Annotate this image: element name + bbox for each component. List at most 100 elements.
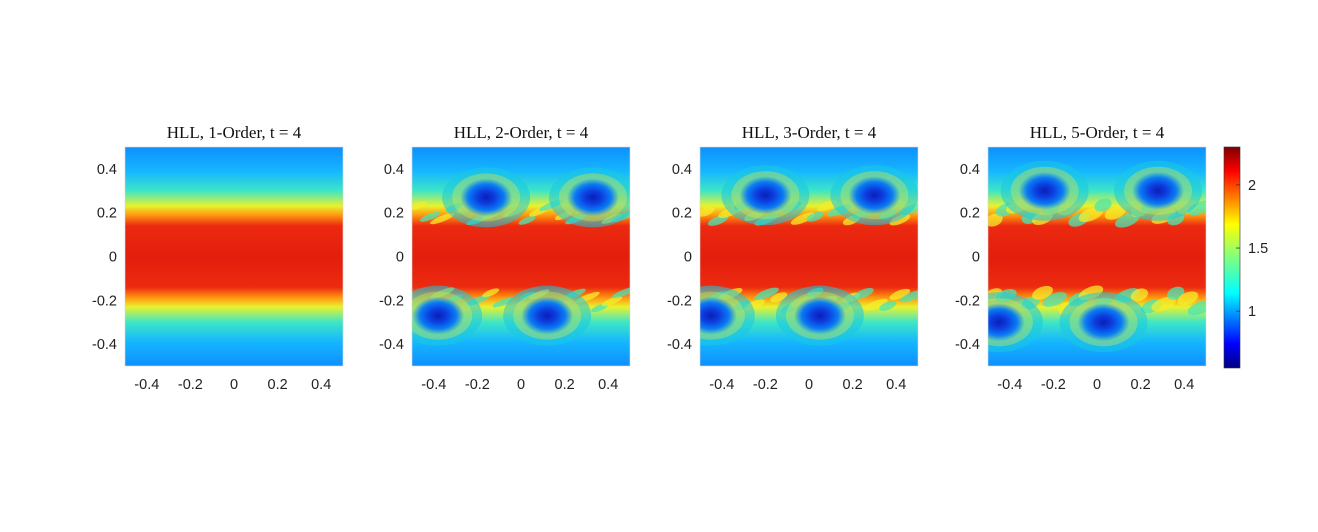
mixing-filament xyxy=(853,288,874,300)
x-tick-label: -0.2 xyxy=(753,377,778,393)
x-tick-label: -0.4 xyxy=(997,377,1022,393)
colorbar-scale xyxy=(1223,146,1241,369)
plot-frame xyxy=(411,146,631,367)
x-tick-label: -0.4 xyxy=(421,377,446,393)
vortex-core xyxy=(412,296,465,335)
mixing-filament xyxy=(899,290,918,303)
density-field xyxy=(125,147,343,366)
x-tick-label: 0.2 xyxy=(1131,377,1151,393)
x-tick-label: 0.2 xyxy=(555,377,575,393)
x-tick-label: 0.4 xyxy=(1174,377,1194,393)
heatmap-area xyxy=(412,147,630,366)
mixing-filament xyxy=(1078,207,1104,222)
y-tick-label: -0.2 xyxy=(955,293,980,309)
vortex-core xyxy=(460,178,513,217)
mixing-filament xyxy=(1177,291,1199,306)
mixing-filament xyxy=(889,288,911,300)
vortex-core xyxy=(1077,303,1130,342)
plot-frame xyxy=(699,146,919,367)
mixing-filament xyxy=(1032,285,1053,300)
y-tick-label: -0.2 xyxy=(379,293,404,309)
mixing-filament xyxy=(770,292,788,303)
vortex-core xyxy=(739,176,792,215)
y-tick-label: 0.4 xyxy=(384,162,404,178)
colorbar-tick-label: 1 xyxy=(1248,304,1256,320)
vortex-core xyxy=(848,176,901,215)
y-tick-label: 0 xyxy=(972,250,980,266)
panel-title: HLL, 5-Order, t = 4 xyxy=(1030,123,1165,142)
x-tick-label: -0.4 xyxy=(134,377,159,393)
mixing-filament xyxy=(1115,212,1140,228)
panels: HLL, 1-Order, t = 4 -0.4 -0.2 0 0.2 0.4 0.4 0.2… xyxy=(92,123,1207,393)
x-tick-label: 0 xyxy=(517,377,525,393)
plot-frame xyxy=(124,146,344,367)
heatmap-area xyxy=(988,147,1206,366)
y-tick-label: 0 xyxy=(396,250,404,266)
vortex-core xyxy=(566,178,619,217)
vortex-core xyxy=(1018,171,1071,210)
x-tick-label: -0.2 xyxy=(1041,377,1066,393)
panel-3: HLL, 3-Order, t = 4 -0.4 -0.2 0 0.2 0.4 0.4 0.2… xyxy=(667,123,919,393)
mixing-filament xyxy=(1187,300,1206,316)
y-tick-label: 0.2 xyxy=(384,206,404,222)
y-tick-label: 0.4 xyxy=(97,162,117,178)
mixing-filament xyxy=(1094,198,1112,212)
x-tick-label: 0.2 xyxy=(268,377,288,393)
mixing-filament xyxy=(863,298,888,311)
panel-4: HLL, 5-Order, t = 4 -0.4 -0.2 0 0.2 0.4 0.4 0.2… xyxy=(955,123,1207,393)
x-tick-label: 0 xyxy=(230,377,238,393)
panel-2: HLL, 2-Order, t = 4 -0.4 -0.2 0 0.2 0.4 0.4 0.2… xyxy=(379,123,631,393)
vortex-core xyxy=(700,296,737,335)
mixing-filament xyxy=(1151,296,1176,312)
panel-title: HLL, 2-Order, t = 4 xyxy=(454,123,589,142)
panel-title: HLL, 3-Order, t = 4 xyxy=(742,123,877,142)
mixing-filament xyxy=(1104,205,1126,220)
mixing-filament xyxy=(790,212,816,225)
mixing-filament xyxy=(1187,200,1206,216)
x-tick-label: 0 xyxy=(805,377,813,393)
panel-title: HLL, 1-Order, t = 4 xyxy=(167,123,302,142)
mixing-filament xyxy=(879,300,897,311)
mixing-filament xyxy=(601,296,623,307)
panel-1: HLL, 1-Order, t = 4 -0.4 -0.2 0 0.2 0.4 0.4 0.2… xyxy=(92,123,344,393)
x-tick-label: 0.4 xyxy=(311,377,331,393)
x-tick-label: -0.2 xyxy=(465,377,490,393)
x-tick-label: 0.4 xyxy=(598,377,618,393)
x-tick-label: -0.4 xyxy=(709,377,734,393)
y-tick-label: 0.4 xyxy=(960,162,980,178)
x-tick-label: -0.2 xyxy=(178,377,203,393)
y-tick-label: 0.2 xyxy=(97,206,117,222)
colorbar: 11.52 xyxy=(1223,146,1268,369)
mixing-filament xyxy=(1130,288,1149,302)
mixing-filament xyxy=(806,211,824,222)
colorbar-tick-label: 2 xyxy=(1248,178,1256,194)
y-tick-label: 0.2 xyxy=(960,206,980,222)
colorbar-tick-label: 1.5 xyxy=(1248,241,1268,257)
y-tick-label: -0.4 xyxy=(667,337,692,353)
x-tick-label: 0.4 xyxy=(886,377,906,393)
mixing-filament xyxy=(492,297,514,308)
mixing-filament xyxy=(419,211,441,222)
vortex-core xyxy=(1132,171,1185,210)
mixing-filament xyxy=(700,206,715,217)
mixing-filament xyxy=(412,201,427,211)
heatmap-area xyxy=(125,147,343,366)
mixing-filament xyxy=(889,214,911,226)
vortex-core xyxy=(793,296,846,335)
y-tick-label: 0.4 xyxy=(672,162,692,178)
vortex-core xyxy=(521,296,574,335)
y-tick-label: -0.2 xyxy=(92,293,117,309)
x-tick-label: 0 xyxy=(1093,377,1101,393)
y-tick-label: -0.4 xyxy=(379,337,404,353)
mixing-filament xyxy=(518,215,536,225)
mixing-filament xyxy=(1042,292,1067,307)
y-tick-label: -0.4 xyxy=(955,337,980,353)
heatmap-area xyxy=(700,147,918,366)
plot-frame xyxy=(987,146,1207,367)
mixing-filament xyxy=(988,213,1003,227)
y-tick-label: 0.2 xyxy=(672,206,692,222)
vortex-core xyxy=(988,303,1025,342)
y-tick-label: 0 xyxy=(109,250,117,266)
y-tick-label: -0.4 xyxy=(92,337,117,353)
